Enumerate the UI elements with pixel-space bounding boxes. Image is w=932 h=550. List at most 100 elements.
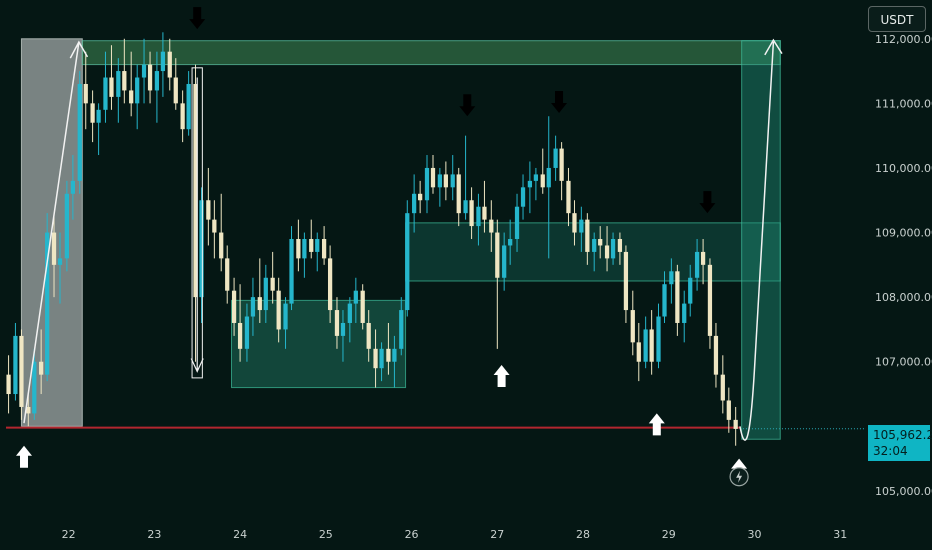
y-tick-label: 105,000.00 [875,485,932,498]
candle-body [726,400,731,420]
candle-body [116,71,121,97]
candle-body [57,258,63,265]
candle-body [353,290,358,304]
zone-projection [741,40,781,440]
candle-body [315,239,320,252]
candle-body [373,348,378,369]
candle-body [553,148,558,168]
drop-box [191,67,203,379]
current-price-value: 105,962.28 [873,428,932,442]
y-tick-label: 109,000.00 [875,227,932,240]
candle-body [186,83,191,130]
candle-body [585,219,590,252]
candle-body [694,251,700,278]
candle-body [733,419,738,429]
candle-body [283,303,288,330]
candle-body [39,361,44,375]
candle-body [19,335,24,407]
y-tick-label: 111,000.00 [875,97,932,110]
candle-body [675,271,680,323]
candle-body [289,239,294,304]
candle-body [122,71,127,91]
candle-body [476,206,481,227]
candle-body [250,297,256,317]
candle-body [77,83,82,181]
candle-body [636,342,641,362]
candle-body [482,206,487,220]
candle-body [173,77,178,104]
candle-body [64,193,70,259]
zone-range [405,222,781,282]
candle-body [6,374,11,395]
x-tick-label: 29 [662,528,676,541]
down-arrow-marker [189,7,206,30]
x-tick-label: 31 [833,528,847,541]
candle-body [502,245,507,278]
candle-body [154,71,160,91]
candle-body [366,322,371,349]
drop-arrow [190,77,204,373]
candle-body [399,310,404,349]
candle-body [688,277,693,304]
currency-selector[interactable]: USDT [868,6,926,32]
up-arrow-marker [493,364,510,387]
candle-body [109,77,114,97]
candle-body [508,239,513,246]
candle-body [257,297,262,311]
candle-body [662,284,667,317]
candle-body [489,219,494,233]
candle-body [443,174,448,188]
candle-body [160,51,166,72]
candle-body [32,361,37,414]
candle-body [167,51,172,78]
candle-body [495,232,500,278]
candle-body [237,322,243,349]
candle-body [700,251,706,265]
candle-body [643,329,648,362]
candle-body [347,303,352,323]
zone-target [81,40,781,66]
up-arrow-marker [648,413,665,436]
candle-body [296,239,301,259]
candle-body [533,174,539,181]
y-tick-label: 108,000.00 [875,291,932,304]
zone-demand [231,299,407,389]
candle-body [180,103,185,130]
candle-body [469,200,474,227]
candle-body [598,239,603,246]
candle-body [225,258,230,291]
candle-body [231,290,237,323]
candle-body [682,303,687,323]
candle-body [617,239,623,252]
candle-body [630,310,635,343]
x-tick-label: 24 [233,528,247,541]
x-tick-label: 26 [405,528,419,541]
candle-body [392,348,397,362]
x-tick-label: 28 [576,528,590,541]
candle-body [83,83,88,104]
candle-body [707,264,713,336]
candle-body [604,245,610,259]
candle-body [193,83,198,298]
x-tick-label: 25 [319,528,333,541]
candle-body [424,167,430,201]
current-price-tag: 105,962.28 32:04 [868,425,932,461]
candle-body [199,200,204,298]
candle-body [321,239,327,259]
y-tick-label: 107,000.00 [875,356,932,369]
countdown-timer: 32:04 [873,444,908,458]
candle-body [270,277,275,291]
candle-body [135,77,140,104]
candle-body [334,310,340,336]
down-arrow-marker [459,94,476,117]
candle-body [360,290,365,323]
projection-curve [739,41,775,441]
candle-body [206,200,211,220]
candle-body [263,277,268,311]
down-arrow-marker [699,191,716,214]
candle-body [520,187,526,207]
projection-arrowhead [764,38,783,56]
candle-body [405,213,410,311]
candle-body [592,239,597,252]
